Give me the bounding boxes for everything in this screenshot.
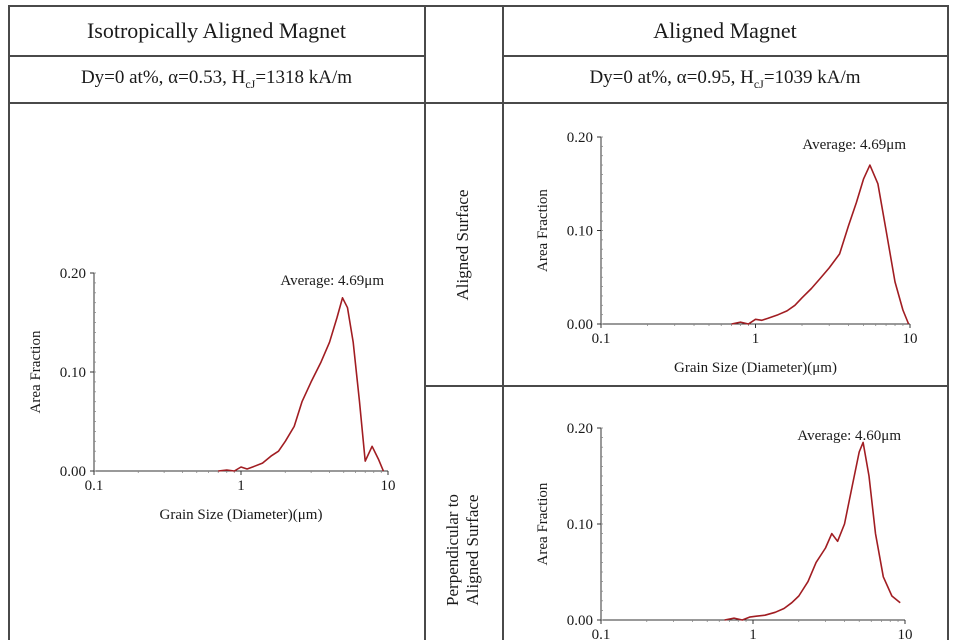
y-tick-label: 0.00	[567, 613, 593, 629]
header-divider-right	[502, 55, 948, 57]
x-tick-label: 10	[381, 478, 396, 494]
x-tick-label: 0.1	[592, 627, 611, 640]
row2-label: Perpendicular to Aligned Surface	[443, 460, 483, 640]
x-tick-label: 0.1	[592, 331, 611, 347]
row-divider	[424, 385, 949, 387]
left-sub-sub: cJ	[245, 76, 256, 91]
x-tick-label: 10	[898, 627, 913, 640]
right-sub-pre: Dy=0 at%, α=0.95, H	[589, 66, 754, 88]
series-line	[724, 441, 901, 621]
table-border-top	[8, 5, 949, 7]
average-annotation: Average: 4.60μm	[797, 428, 901, 444]
y-axis-label: Area Fraction	[535, 482, 551, 565]
table-divider-col2	[502, 5, 504, 640]
table-border-left	[8, 5, 10, 640]
average-annotation: Average: 4.69μm	[280, 273, 384, 289]
left-subheader-text: Dy=0 at%, α=0.53, HcJ=1318 kA/m	[81, 67, 352, 92]
right-sub-sub: cJ	[753, 76, 764, 91]
x-tick-label: 0.1	[85, 478, 104, 494]
chart-perpendicular: 0.00 0.10 0.20 0.1 1 10 Area Fraction Average: …	[535, 421, 913, 640]
row1-label: Aligned Surface	[453, 189, 472, 301]
right-subheader-text: Dy=0 at%, α=0.95, HcJ=1039 kA/m	[589, 67, 860, 92]
table-divider-col1	[424, 5, 426, 640]
y-tick-label: 0.20	[567, 130, 593, 146]
right-subheader: Dy=0 at%, α=0.95, HcJ=1039 kA/m	[503, 56, 947, 102]
right-header: Aligned Magnet	[503, 6, 947, 55]
y-tick-label: 0.20	[60, 266, 86, 282]
series-line	[731, 164, 910, 325]
y-tick-label: 0.10	[60, 365, 86, 381]
x-tick-label: 1	[237, 478, 245, 494]
x-tick-label: 1	[749, 627, 757, 640]
x-axis-label: Grain Size (Diameter)(μm)	[160, 507, 323, 523]
chart-isotropic: 0.00 0.10 0.20 0.1 1 10 Grain Size (Diameter)(…	[28, 266, 396, 523]
subheader-divider	[8, 102, 949, 104]
x-tick-label: 10	[903, 331, 918, 347]
x-tick-label: 1	[752, 331, 760, 347]
y-tick-label: 0.10	[567, 224, 593, 240]
left-sub-pre: Dy=0 at%, α=0.53, H	[80, 66, 246, 88]
left-header-text: Isotropically Aligned Magnet	[86, 17, 347, 43]
y-tick-label: 0.00	[567, 317, 593, 333]
y-axis-label: Area Fraction	[28, 330, 44, 413]
row2-label-line1: Perpendicular to	[443, 494, 462, 606]
row2-label-line2: Aligned Surface	[463, 494, 482, 606]
x-axis-label: Grain Size (Diameter)(μm)	[674, 360, 837, 376]
y-tick-label: 0.10	[567, 517, 593, 533]
left-sub-post: =1318 kA/m	[255, 66, 353, 88]
left-subheader: Dy=0 at%, α=0.53, HcJ=1318 kA/m	[9, 56, 424, 102]
chart-aligned-surface: 0.00 0.10 0.20 0.1 1 10 Grain Size (Diameter)(…	[535, 130, 918, 376]
left-header: Isotropically Aligned Magnet	[9, 6, 424, 55]
table-border-right	[947, 5, 949, 640]
average-annotation: Average: 4.69μm	[802, 137, 906, 153]
y-tick-label: 0.20	[567, 421, 593, 437]
right-header-text: Aligned Magnet	[653, 17, 797, 43]
right-sub-post: =1039 kA/m	[763, 66, 861, 88]
y-axis-label: Area Fraction	[535, 189, 551, 272]
y-tick-label: 0.00	[60, 464, 86, 480]
header-divider-left	[8, 55, 425, 57]
series-line	[218, 297, 385, 472]
